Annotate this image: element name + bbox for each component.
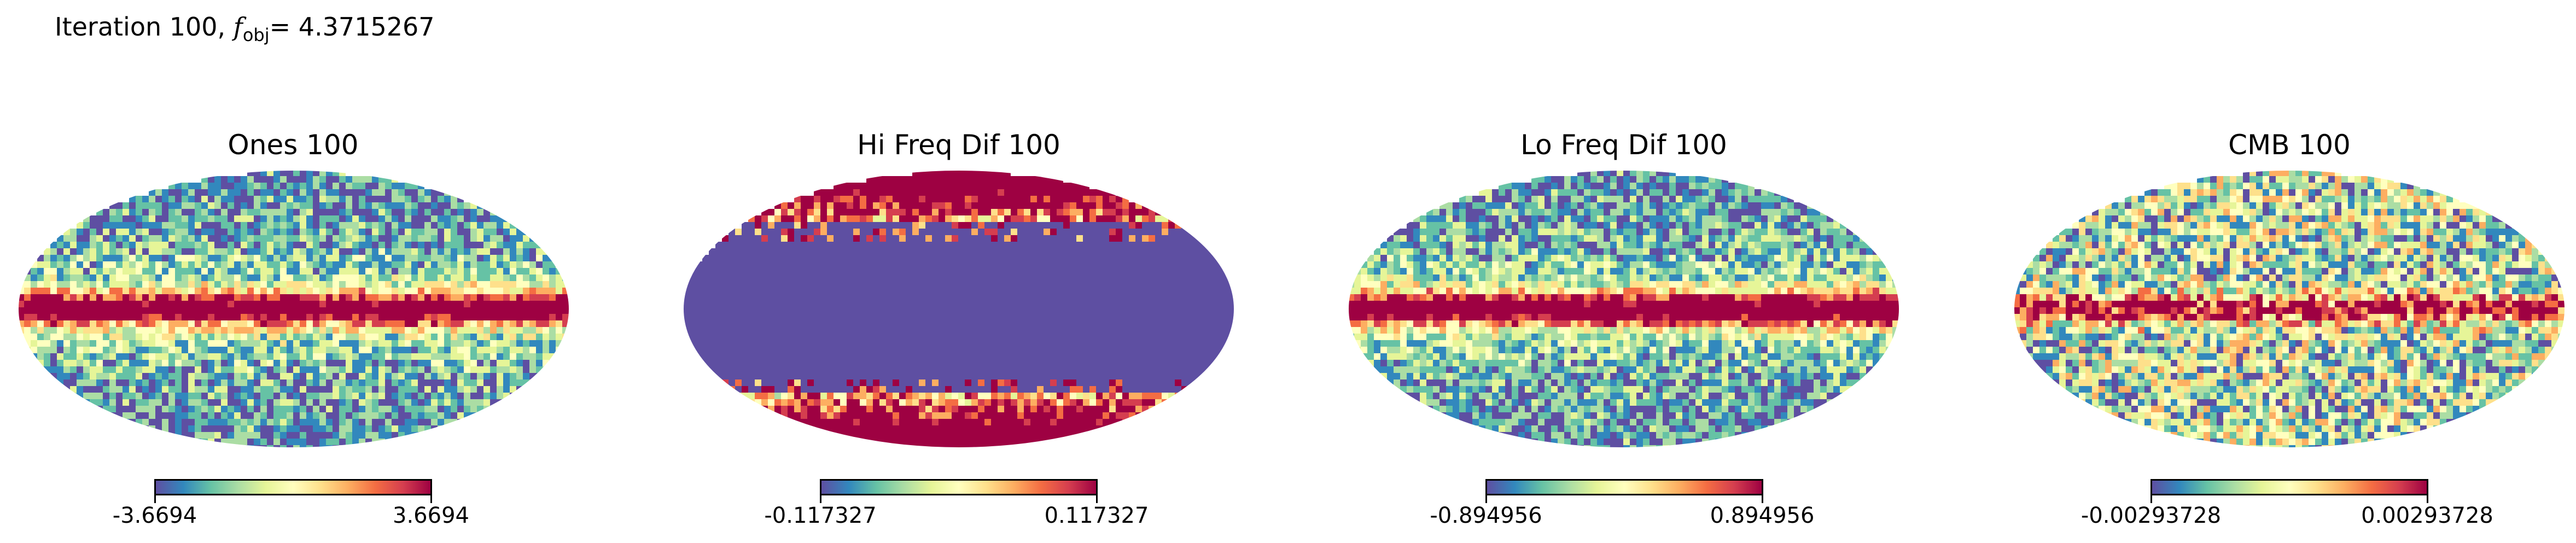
panel-title-cmb: CMB 100 [2228, 129, 2351, 161]
sky-map-lo-freq-dif [1349, 171, 1899, 447]
colorbar-max-tick-lo-freq-dif [1762, 495, 1763, 503]
sky-map-hi-freq-dif [684, 171, 1234, 447]
colorbar-min-label-hi-freq-dif: -0.117327 [764, 503, 877, 528]
colorbar-min-tick-lo-freq-dif [1485, 495, 1487, 503]
figure-title: Iteration 100, fobj= 4.3715267 [55, 12, 435, 45]
colorbar-min-tick-cmb [2150, 495, 2152, 503]
colorbar-max-label-hi-freq-dif: 0.117327 [1044, 503, 1149, 528]
colorbar-min-label-cmb: -0.00293728 [2080, 503, 2222, 528]
colorbar-max-tick-ones [430, 495, 432, 503]
fobj-value: = 4.3715267 [269, 12, 435, 42]
colorbar-lo-freq-dif [1485, 479, 1763, 495]
colorbar-ones [154, 479, 432, 495]
panel-title-lo-freq-dif: Lo Freq Dif 100 [1520, 129, 1727, 161]
fobj-symbol: f [233, 12, 243, 42]
colorbar-max-label-ones: 3.6694 [393, 503, 469, 528]
colorbar-max-tick-hi-freq-dif [1096, 495, 1098, 503]
colorbar-max-tick-cmb [2427, 495, 2428, 503]
colorbar-max-label-lo-freq-dif: 0.894956 [1710, 503, 1815, 528]
panel-title-ones: Ones 100 [228, 129, 359, 161]
colorbar-hi-freq-dif [820, 479, 1098, 495]
colorbar-cmb [2150, 479, 2428, 495]
panel-title-hi-freq-dif: Hi Freq Dif 100 [857, 129, 1060, 161]
colorbar-min-tick-hi-freq-dif [820, 495, 821, 503]
sky-map-cmb [2014, 171, 2565, 447]
sky-map-ones [19, 171, 569, 447]
fobj-subscript: obj [242, 25, 270, 46]
colorbar-min-label-ones: -3.6694 [112, 503, 197, 528]
colorbar-max-label-cmb: 0.00293728 [2361, 503, 2493, 528]
figure-title-prefix: Iteration 100, [55, 12, 234, 42]
colorbar-min-tick-ones [154, 495, 156, 503]
colorbar-min-label-lo-freq-dif: -0.894956 [1430, 503, 1542, 528]
